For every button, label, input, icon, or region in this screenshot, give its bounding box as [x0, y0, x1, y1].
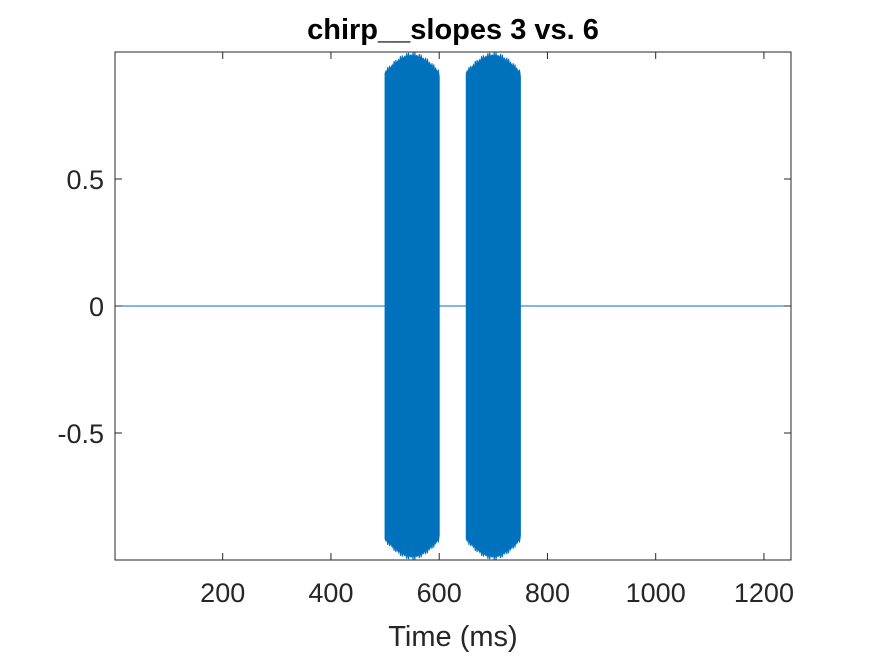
x-tick-label: 1200 [734, 578, 794, 608]
x-tick-label: 400 [308, 578, 353, 608]
y-tick-label: -0.5 [57, 419, 104, 449]
x-tick-label: 600 [417, 578, 462, 608]
y-tick-label: 0.5 [66, 165, 104, 195]
signal-chirp-burst-1 [384, 52, 440, 560]
x-tick-label: 800 [525, 578, 570, 608]
y-tick-label: 0 [89, 292, 104, 322]
x-tick-label: 1000 [626, 578, 686, 608]
x-axis-label: Time (ms) [388, 621, 517, 653]
signal-chirp-burst-3 [465, 52, 521, 560]
chart-title: chirp__slopes 3 vs. 6 [307, 14, 599, 46]
x-tick-label: 200 [200, 578, 245, 608]
plot-area [115, 52, 791, 560]
axis-ticks: 200 400 600 800 1000 1200 -0.5 0 0.5 [57, 52, 794, 608]
